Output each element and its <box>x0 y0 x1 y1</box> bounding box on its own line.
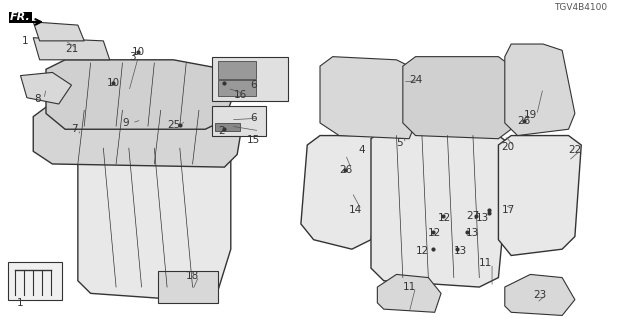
Polygon shape <box>378 275 441 312</box>
Text: 19: 19 <box>524 110 537 120</box>
Polygon shape <box>320 57 415 139</box>
Text: 16: 16 <box>234 90 247 100</box>
Polygon shape <box>301 136 384 249</box>
Polygon shape <box>46 60 237 129</box>
Polygon shape <box>371 129 511 287</box>
Text: 6: 6 <box>250 113 257 123</box>
Bar <box>215 123 241 131</box>
Text: 10: 10 <box>132 47 145 57</box>
Bar <box>212 106 266 136</box>
Text: 27: 27 <box>467 211 479 221</box>
Text: 13: 13 <box>467 228 479 238</box>
Text: 12: 12 <box>428 228 442 238</box>
Polygon shape <box>78 142 231 300</box>
Text: 21: 21 <box>65 44 78 54</box>
Text: 7: 7 <box>71 124 78 134</box>
Text: 12: 12 <box>438 212 451 223</box>
Text: TGV4B4100: TGV4B4100 <box>554 4 607 12</box>
Text: 2: 2 <box>218 126 225 136</box>
Bar <box>218 80 256 96</box>
Polygon shape <box>33 22 84 41</box>
Text: 8: 8 <box>35 94 41 104</box>
Text: 20: 20 <box>501 142 515 152</box>
Text: 12: 12 <box>415 246 429 256</box>
Polygon shape <box>403 57 511 139</box>
Polygon shape <box>33 107 244 167</box>
Text: 26: 26 <box>339 165 352 175</box>
Text: 4: 4 <box>358 145 365 155</box>
Text: 13: 13 <box>454 246 467 256</box>
Text: 6: 6 <box>250 80 257 90</box>
Text: 9: 9 <box>122 118 129 128</box>
Text: 25: 25 <box>167 119 180 130</box>
Bar <box>212 57 288 101</box>
Text: 5: 5 <box>396 139 403 148</box>
Bar <box>218 61 256 79</box>
Text: 17: 17 <box>501 205 515 215</box>
Text: 11: 11 <box>403 282 416 292</box>
Text: 22: 22 <box>568 145 582 155</box>
Text: 14: 14 <box>348 205 362 215</box>
Polygon shape <box>505 275 575 316</box>
Polygon shape <box>20 72 72 104</box>
Text: 24: 24 <box>409 75 422 85</box>
Bar <box>157 271 218 303</box>
Text: 18: 18 <box>186 271 199 281</box>
Text: 23: 23 <box>533 290 547 300</box>
Text: FR.: FR. <box>10 12 31 22</box>
Polygon shape <box>33 38 109 60</box>
Text: 3: 3 <box>129 52 135 62</box>
Text: 26: 26 <box>517 116 531 126</box>
Polygon shape <box>505 44 575 136</box>
Text: 15: 15 <box>246 135 260 145</box>
Polygon shape <box>499 136 581 255</box>
Text: 11: 11 <box>479 258 492 268</box>
Text: 1: 1 <box>17 298 24 308</box>
Bar <box>8 262 62 300</box>
Text: 10: 10 <box>106 78 120 88</box>
Text: 1: 1 <box>22 36 29 46</box>
Text: 13: 13 <box>476 212 489 223</box>
